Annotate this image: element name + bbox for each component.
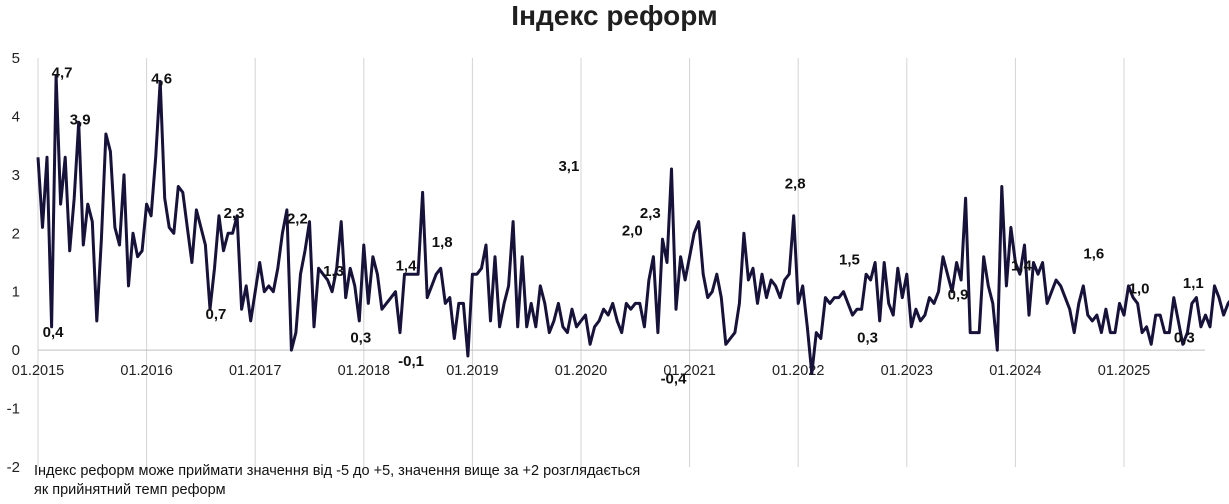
x-tick-label: 01.2018 — [338, 363, 390, 379]
footnote: Індекс реформ може приймати значення від… — [34, 462, 734, 500]
y-tick-label: 3 — [12, 167, 20, 184]
y-tick-label: 0 — [12, 342, 20, 359]
y-tick-label: -2 — [7, 459, 20, 476]
data-label: 3,9 — [70, 111, 91, 128]
footnote-line-1: Індекс реформ може приймати значення від… — [34, 463, 641, 479]
data-label: 2,8 — [785, 176, 806, 193]
data-label: 1,0 — [1129, 281, 1150, 298]
data-label: 2,3 — [224, 205, 245, 222]
y-tick-label: 2 — [12, 225, 20, 242]
x-tick-label: 01.2019 — [446, 363, 498, 379]
data-label: 1,8 — [432, 234, 453, 251]
x-tick-label: 01.2025 — [1098, 363, 1150, 379]
x-tick-label: 01.2020 — [555, 363, 607, 379]
data-labels: 4,7 0,4 3,9 4,6 0,7 2,3 2,2 1,3 0,3 1,4 -0,1 1,8 3,1… — [43, 65, 1204, 388]
data-label: 4,6 — [151, 70, 172, 87]
data-label: 1,1 — [1183, 275, 1204, 292]
data-label: 2,0 — [622, 222, 643, 239]
data-label: 3,1 — [558, 158, 579, 175]
x-tick-label: 01.2017 — [229, 363, 281, 379]
y-tick-label: 1 — [12, 284, 20, 301]
data-label: 0,9 — [948, 287, 969, 304]
series-line — [36, 74, 1229, 375]
data-label: 2,2 — [287, 211, 308, 228]
x-tick-label: 01.2016 — [120, 363, 172, 379]
x-tick-label: 01.2024 — [989, 363, 1041, 379]
data-label: 4,7 — [52, 65, 73, 82]
data-label: 0,3 — [1174, 330, 1195, 347]
x-tick-label: 01.2021 — [663, 363, 715, 379]
data-label: 0,4 — [43, 324, 65, 341]
x-tick-label: 01.2023 — [881, 363, 933, 379]
x-tick-label: 01.2022 — [772, 363, 824, 379]
data-label: 1,6 — [1083, 246, 1104, 263]
y-tick-label: -1 — [7, 401, 20, 418]
data-label: 1,4 — [1011, 257, 1033, 274]
data-label: 0,3 — [857, 330, 878, 347]
data-label: -0,4 — [661, 371, 688, 388]
data-label: 2,3 — [640, 205, 661, 222]
y-tick-label: 5 — [12, 50, 20, 67]
data-label: 0,7 — [206, 306, 227, 323]
x-tick-labels: 01.2015 01.2016 01.2017 01.2018 01.2019 01.20… — [12, 363, 1150, 379]
data-label: 1,5 — [839, 252, 860, 269]
y-tick-label: 4 — [12, 108, 20, 125]
data-label: -0,1 — [398, 353, 424, 370]
series-reform-index — [36, 74, 1229, 375]
data-label: 1,3 — [323, 263, 344, 280]
data-label: 0,3 — [350, 330, 371, 347]
x-tick-label: 01.2015 — [12, 363, 64, 379]
data-label: 1,4 — [396, 257, 418, 274]
chart-title: Індекс реформ — [511, 0, 718, 31]
footnote-line-2: як прийнятний темп реформ — [34, 482, 226, 498]
y-tick-labels: 5 4 3 2 1 0 -1 -2 — [7, 50, 20, 476]
